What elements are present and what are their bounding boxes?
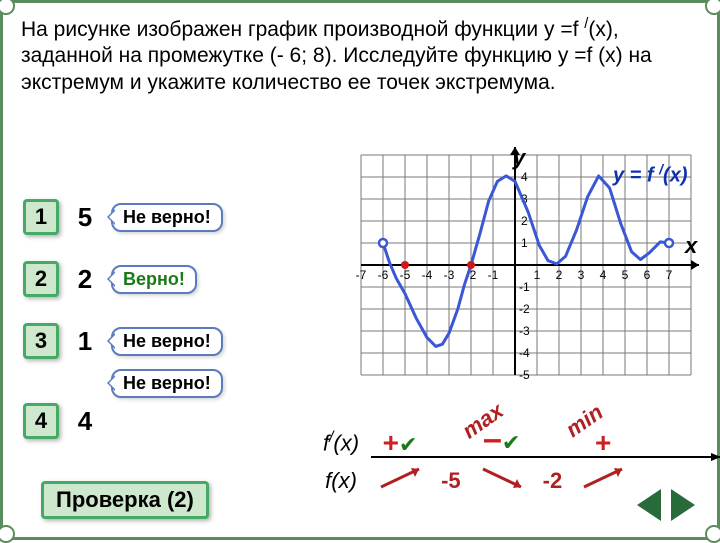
feedback-bubble: Не верно! (111, 369, 223, 398)
svg-text:-1: -1 (488, 268, 499, 282)
check-button[interactable]: Проверка (2) (41, 481, 209, 519)
svg-text:-6: -6 (378, 268, 389, 282)
svg-text:2: 2 (521, 214, 528, 228)
option-value: 5 (73, 202, 97, 233)
svg-text:-5: -5 (400, 268, 411, 282)
svg-text:-5: -5 (519, 368, 530, 382)
feedback-bubble: Верно! (111, 265, 197, 294)
option-value: 4 (73, 406, 97, 437)
function-label: y = f /(x) (613, 161, 687, 188)
option-value: 2 (73, 264, 97, 295)
svg-text:7: 7 (666, 268, 673, 282)
svg-text:-4: -4 (422, 268, 433, 282)
svg-text:-7: -7 (356, 268, 367, 282)
svg-text:3: 3 (578, 268, 585, 282)
feedback-bubble: Не верно! (111, 327, 223, 356)
svg-text:1: 1 (521, 236, 528, 250)
nav-back-icon[interactable] (637, 489, 661, 521)
option-value: 1 (73, 326, 97, 357)
x-axis-label: x (685, 233, 697, 259)
option-button-1[interactable]: 1 (23, 199, 59, 235)
svg-text:-2: -2 (519, 302, 530, 316)
option-button-3[interactable]: 3 (23, 323, 59, 359)
task-text: На рисунке изображен график производной … (3, 3, 717, 100)
svg-text:4: 4 (521, 170, 528, 184)
y-axis-label: y (513, 145, 525, 171)
option-button-2[interactable]: 2 (23, 261, 59, 297)
feedback-bubble: Не верно! (111, 203, 223, 232)
svg-text:-1: -1 (519, 280, 530, 294)
nav-forward-icon[interactable] (671, 489, 695, 521)
svg-text:-3: -3 (519, 324, 530, 338)
svg-text:4: 4 (600, 268, 607, 282)
svg-text:1: 1 (534, 268, 541, 282)
svg-text:-3: -3 (444, 268, 455, 282)
option-button-4[interactable]: 4 (23, 403, 59, 439)
svg-text:5: 5 (622, 268, 629, 282)
svg-text:6: 6 (644, 268, 651, 282)
svg-text:2: 2 (556, 268, 563, 282)
svg-text:-4: -4 (519, 346, 530, 360)
